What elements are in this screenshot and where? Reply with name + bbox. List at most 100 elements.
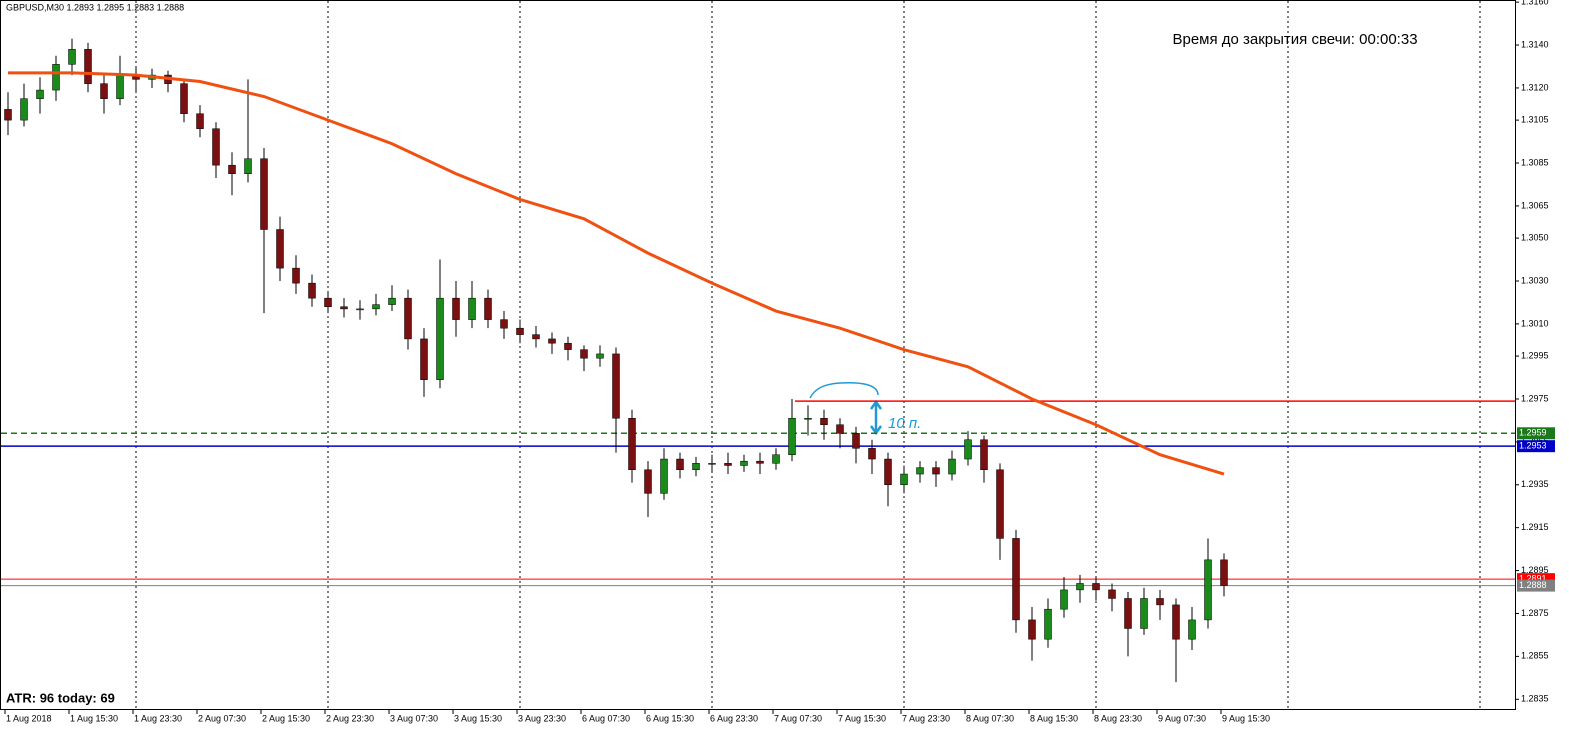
x-tick-label: 2 Aug 23:30 <box>326 713 374 723</box>
candle-body <box>212 128 220 166</box>
candle-body <box>196 113 204 129</box>
y-tick-label: 1.3140 <box>1521 39 1549 49</box>
x-tick-label: 7 Aug 23:30 <box>902 713 950 723</box>
x-tick-label: 1 Aug 15:30 <box>70 713 118 723</box>
candle-body <box>292 267 300 284</box>
x-tick-label: 2 Aug 15:30 <box>262 713 310 723</box>
y-tick-label: 1.2835 <box>1521 694 1549 704</box>
y-tick-label: 1.3010 <box>1521 318 1549 328</box>
candle-body <box>676 458 684 471</box>
candle-body <box>484 297 492 320</box>
candle-timer: Время до закрытия свечи: 00:00:33 <box>1172 31 1417 48</box>
candle-body <box>628 418 636 471</box>
x-tick-label: 8 Aug 15:30 <box>1030 713 1078 723</box>
candle-body <box>564 342 572 350</box>
candle-body <box>788 418 796 455</box>
candle-body <box>452 297 460 320</box>
candle-body <box>1124 598 1132 629</box>
candle-body <box>372 304 380 310</box>
candle-body <box>4 109 12 121</box>
y-tick-label: 1.2875 <box>1521 608 1549 618</box>
candle-body <box>820 418 828 425</box>
candle-body <box>388 297 396 305</box>
candle-body <box>1028 619 1036 640</box>
y-tick-label: 1.3120 <box>1521 82 1549 92</box>
candle-body <box>900 473 908 486</box>
candle-body <box>756 460 764 464</box>
candle-body <box>116 74 124 99</box>
candle-body <box>244 158 252 174</box>
candle-body <box>852 433 860 449</box>
x-tick-label: 8 Aug 07:30 <box>966 713 1014 723</box>
y-tick-label: 1.2895 <box>1521 565 1549 575</box>
candle-body <box>948 458 956 475</box>
candle-body <box>436 297 444 380</box>
x-tick-label: 6 Aug 15:30 <box>646 713 694 723</box>
x-tick-label: 3 Aug 07:30 <box>390 713 438 723</box>
y-tick-label: 1.2995 <box>1521 350 1549 360</box>
candle-body <box>516 327 524 335</box>
candle-body <box>180 83 188 114</box>
candle-body <box>772 454 780 464</box>
candle-body <box>324 297 332 307</box>
level-tag <box>1517 427 1555 440</box>
candle-body <box>1156 598 1164 606</box>
y-tick-label: 1.3030 <box>1521 275 1549 285</box>
candle-body <box>612 353 620 419</box>
candle-body <box>660 458 668 494</box>
candle-body <box>276 229 284 269</box>
candle-body <box>100 83 108 99</box>
x-tick-label: 3 Aug 23:30 <box>518 713 566 723</box>
candle-body <box>644 469 652 494</box>
candle-body <box>932 467 940 475</box>
y-tick-label: 1.2915 <box>1521 522 1549 532</box>
candle-body <box>836 424 844 434</box>
candle-body <box>1220 559 1228 586</box>
level-tag <box>1517 579 1555 592</box>
candle-body <box>68 49 76 65</box>
x-tick-label: 7 Aug 15:30 <box>838 713 886 723</box>
y-tick-label: 1.3050 <box>1521 232 1549 242</box>
candle-body <box>692 463 700 471</box>
atr-indicator: ATR: 96 today: 69 <box>6 690 115 705</box>
candle-body <box>84 49 92 84</box>
candle-body <box>36 89 44 99</box>
candle-body <box>884 458 892 486</box>
x-tick-label: 8 Aug 23:30 <box>1094 713 1142 723</box>
candle-body <box>20 98 28 121</box>
candle-body <box>1060 589 1068 610</box>
y-tick-label: 1.3105 <box>1521 114 1549 124</box>
candle-body <box>1204 559 1212 621</box>
candle-body <box>1188 619 1196 640</box>
y-tick-label: 1.3085 <box>1521 157 1549 167</box>
candle-body <box>580 349 588 359</box>
candle-body <box>500 319 508 329</box>
candle-body <box>1076 583 1084 591</box>
y-tick-label: 1.2975 <box>1521 393 1549 403</box>
candle-body <box>996 469 1004 539</box>
annotation-curve <box>809 382 879 399</box>
candle-body <box>404 297 412 340</box>
candle-body <box>52 64 60 91</box>
candle-body <box>964 439 972 460</box>
candle-body <box>724 463 732 466</box>
level-tag-label: 1.2953 <box>1519 441 1547 451</box>
x-tick-label: 1 Aug 23:30 <box>134 713 182 723</box>
candle-body <box>916 467 924 475</box>
x-tick-label: 6 Aug 23:30 <box>710 713 758 723</box>
candle-body <box>596 353 604 359</box>
level-tag-label: 1.2959 <box>1519 428 1547 438</box>
candle-body <box>980 439 988 471</box>
candle-body <box>532 334 540 340</box>
x-tick-label: 2 Aug 07:30 <box>198 713 246 723</box>
candle-body <box>1108 589 1116 599</box>
x-tick-label: 7 Aug 07:30 <box>774 713 822 723</box>
chart-title: GBPUSD,M30 1.2893 1.2895 1.2883 1.2888 <box>6 2 184 12</box>
annotation-text: 10 п. <box>888 415 921 432</box>
candle-body <box>708 463 716 465</box>
moving-average <box>8 71 1225 476</box>
candle-body <box>260 158 268 230</box>
x-tick-label: 1 Aug 2018 <box>6 713 52 723</box>
candle-body <box>740 460 748 466</box>
x-tick-label: 9 Aug 15:30 <box>1222 713 1270 723</box>
